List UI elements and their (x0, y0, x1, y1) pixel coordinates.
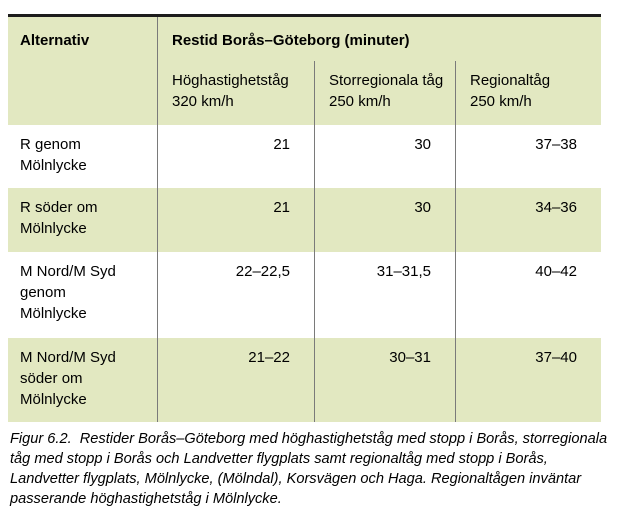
table-cell: 30 (314, 188, 455, 252)
table-cell: 31–31,5 (314, 252, 455, 338)
table-cell: 22–22,5 (157, 252, 314, 338)
row-label: R söder om Mölnlycke (8, 188, 157, 252)
column-header-regionaltag: Regionaltåg 250 km/h (455, 61, 601, 125)
table-cell: 30–31 (314, 338, 455, 422)
header-spacer-cell (8, 61, 157, 125)
group-header-restid: Restid Borås–Göteborg (minuter) (157, 17, 601, 61)
table-cell: 37–38 (455, 125, 601, 188)
row-label: M Nord/M Syd genom Mölnlycke (8, 252, 157, 338)
table-cell: 21–22 (157, 338, 314, 422)
table-cell: 37–40 (455, 338, 601, 422)
table-cell: 21 (157, 125, 314, 188)
row-label: R genom Mölnlycke (8, 125, 157, 188)
table-cell: 21 (157, 188, 314, 252)
table-cell: 30 (314, 125, 455, 188)
figure-caption: Figur 6.2. Restider Borås–Göteborg med h… (10, 431, 608, 507)
travel-time-table: Alternativ Restid Borås–Göteborg (minute… (8, 14, 601, 422)
row-label: M Nord/M Syd söder om Mölnlycke (8, 338, 157, 422)
table-cell: 40–42 (455, 252, 601, 338)
column-header-alternativ: Alternativ (8, 17, 157, 61)
table-grid: Alternativ Restid Borås–Göteborg (minute… (8, 17, 601, 422)
column-header-storregionala: Storregionala tåg 250 km/h (314, 61, 455, 125)
column-header-hoghastighetstag: Höghastighetståg 320 km/h (157, 61, 314, 125)
table-cell: 34–36 (455, 188, 601, 252)
